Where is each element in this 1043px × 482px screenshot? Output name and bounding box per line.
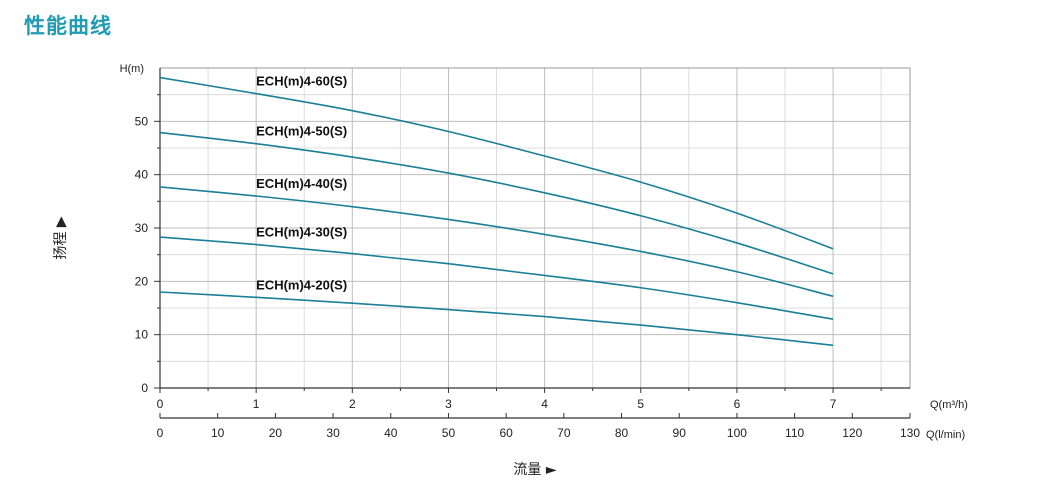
x2-tick-label: 100 [727, 426, 747, 440]
y-tick-label: 0 [141, 381, 148, 395]
x2-tick-label: 70 [557, 426, 571, 440]
axes [154, 67, 911, 419]
x-tick-label: 0 [157, 397, 164, 411]
page-title: 性能曲线 [24, 14, 112, 38]
x2-tick-label: 30 [326, 426, 340, 440]
x2-tick-label: 90 [673, 426, 687, 440]
x2-tick-label: 80 [615, 426, 629, 440]
x-tick-labels-secondary: 0 10 20 30 40 50 60 70 80 90 100 110 120 130 [157, 426, 921, 440]
x-tick-label: 3 [445, 397, 452, 411]
series-line [159, 236, 834, 320]
x-unit-label-secondary: Q(l/min) [926, 429, 965, 441]
x2-tick-label: 10 [211, 426, 225, 440]
x2-tick-label: 60 [499, 426, 513, 440]
x2-tick-label: 40 [384, 426, 398, 440]
y-axis-label: 扬程 ▶ [53, 216, 69, 259]
series-line [159, 291, 834, 347]
series-label: ECH(m)4-30(S) [256, 225, 347, 240]
series-line [159, 186, 834, 298]
y-tick-label: 10 [135, 328, 149, 342]
series-label: ECH(m)4-20(S) [256, 277, 347, 292]
y-tick-label: 30 [135, 221, 149, 235]
series-label: ECH(m)4-40(S) [256, 176, 347, 191]
series-line [159, 76, 834, 250]
x-axis-label: 流量 ► [513, 462, 556, 478]
x-tick-label: 5 [637, 397, 644, 411]
x-tick-labels-primary: 0 1 2 3 4 5 6 7 [157, 397, 837, 411]
y-tick-label: 20 [135, 274, 149, 288]
series-label: ECH(m)4-60(S) [256, 74, 347, 89]
x-tick-label: 7 [830, 397, 837, 411]
x2-tick-label: 110 [785, 426, 804, 440]
x2-tick-label: 20 [269, 426, 283, 440]
x-unit-label-primary: Q(m³/h) [930, 399, 968, 411]
x-tick-label: 2 [349, 397, 356, 411]
x-tick-label: 4 [541, 397, 548, 411]
y-tick-label: 50 [135, 114, 149, 128]
y-tick-label: 40 [135, 168, 149, 182]
x2-tick-label: 0 [157, 426, 164, 440]
series-labels: ECH(m)4-60(S) ECH(m)4-50(S) ECH(m)4-40(S) E… [256, 74, 347, 293]
y-unit-label: H(m) [120, 63, 144, 75]
series-line [159, 131, 834, 275]
x2-tick-label: 130 [900, 426, 920, 440]
x-tick-label: 6 [734, 397, 741, 411]
series-label: ECH(m)4-50(S) [256, 124, 347, 139]
series-lines [159, 76, 834, 347]
x-tick-label: 1 [253, 397, 260, 411]
x2-tick-label: 120 [842, 426, 862, 440]
x2-tick-label: 50 [442, 426, 456, 440]
y-tick-labels: 0 10 20 30 40 50 [135, 114, 149, 395]
